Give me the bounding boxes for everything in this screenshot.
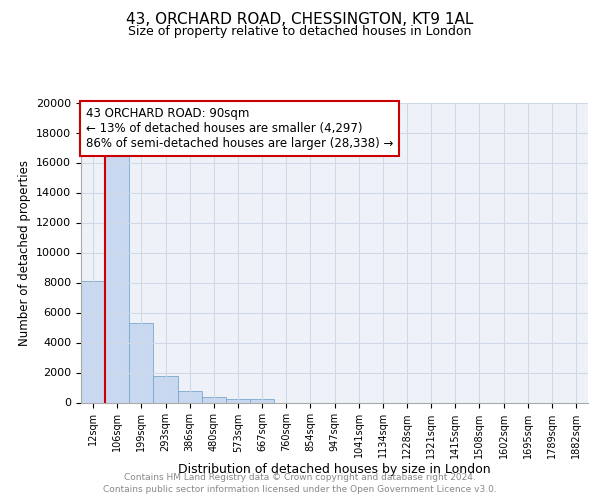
Bar bbox=[154, 376, 178, 402]
Text: Contains public sector information licensed under the Open Government Licence v3: Contains public sector information licen… bbox=[103, 485, 497, 494]
Bar bbox=[105, 155, 129, 402]
Bar bbox=[178, 390, 202, 402]
Y-axis label: Number of detached properties: Number of detached properties bbox=[17, 160, 31, 346]
Bar bbox=[129, 323, 154, 402]
Text: 43, ORCHARD ROAD, CHESSINGTON, KT9 1AL: 43, ORCHARD ROAD, CHESSINGTON, KT9 1AL bbox=[127, 12, 473, 28]
Text: Contains HM Land Registry data © Crown copyright and database right 2024.: Contains HM Land Registry data © Crown c… bbox=[124, 472, 476, 482]
Text: 43 ORCHARD ROAD: 90sqm
← 13% of detached houses are smaller (4,297)
86% of semi-: 43 ORCHARD ROAD: 90sqm ← 13% of detached… bbox=[86, 107, 394, 150]
Bar bbox=[250, 399, 274, 402]
Bar bbox=[81, 281, 105, 402]
X-axis label: Distribution of detached houses by size in London: Distribution of detached houses by size … bbox=[178, 464, 491, 476]
Text: Size of property relative to detached houses in London: Size of property relative to detached ho… bbox=[128, 25, 472, 38]
Bar bbox=[226, 399, 250, 402]
Bar bbox=[202, 397, 226, 402]
